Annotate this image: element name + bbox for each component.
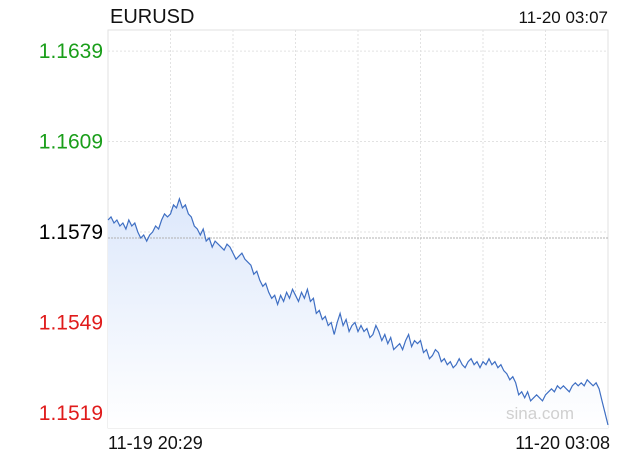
price-area [108, 198, 608, 428]
y-tick-label: 1.1609 [39, 131, 103, 154]
current-timestamp: 11-20 03:07 [518, 8, 608, 27]
y-tick-label: 1.1639 [39, 40, 103, 63]
price-line [107, 196, 609, 426]
watermark: sina.com [506, 404, 574, 423]
y-tick-label: 1.1549 [39, 311, 103, 334]
start-time-label: 11-19 20:29 [108, 433, 203, 453]
y-axis-labels: 1.1639 1.1609 1.1579 1.1549 1.1519 [39, 40, 103, 425]
symbol-title: EURUSD [110, 6, 195, 28]
y-tick-label: 1.1519 [39, 402, 103, 425]
y-tick-label: 1.1579 [39, 221, 103, 244]
end-time-label: 11-20 03:08 [515, 433, 610, 453]
